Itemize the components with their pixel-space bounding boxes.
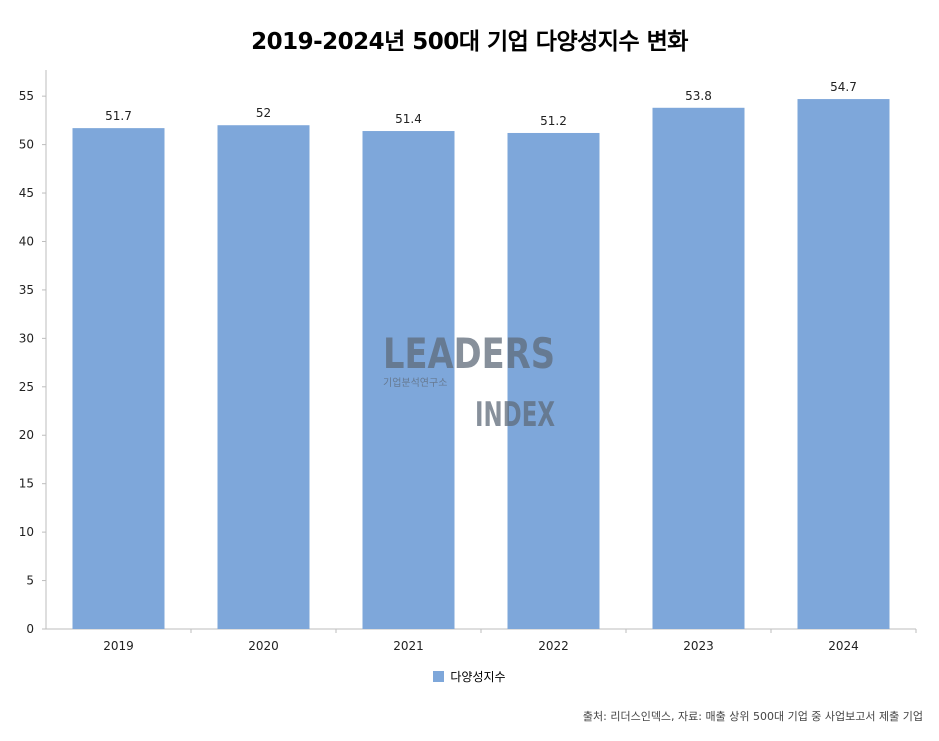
y-tick-label: 45 [19, 186, 34, 200]
y-tick-label: 35 [19, 283, 34, 297]
bar-2020 [217, 125, 310, 630]
x-tick-label-2020: 2020 [248, 639, 279, 653]
chart-title: 2019-2024년 500대 기업 다양성지수 변화 [251, 29, 688, 55]
x-tick-label-2019: 2019 [103, 639, 134, 653]
y-tick-label: 15 [19, 477, 34, 491]
x-tick-label-2022: 2022 [538, 639, 569, 653]
data-label-2023: 53.8 [685, 89, 712, 103]
legend: 다양성지수 [0, 668, 939, 685]
y-tick-label: 20 [19, 428, 34, 442]
watermark-word2: INDEX [475, 395, 555, 430]
data-label-2022: 51.2 [540, 114, 567, 128]
data-label-2019: 51.7 [105, 109, 132, 123]
y-tick-label: 55 [19, 89, 34, 103]
watermark-word1: LEADERS [383, 329, 555, 378]
y-tick-label: 50 [19, 138, 34, 152]
y-tick-label: 5 [26, 574, 34, 588]
y-tick-label: 25 [19, 380, 34, 394]
x-tick-label-2024: 2024 [828, 639, 859, 653]
x-tick-label-2023: 2023 [683, 639, 714, 653]
bar-2021 [362, 131, 455, 629]
data-label-2024: 54.7 [830, 80, 857, 94]
bar-2022 [507, 132, 600, 629]
bar-2019 [72, 128, 165, 630]
y-tick-label: 10 [19, 525, 34, 539]
legend-swatch [433, 671, 445, 682]
x-tick-label-2021: 2021 [393, 639, 424, 653]
data-label-2020: 52 [256, 106, 271, 120]
y-tick-label: 0 [26, 622, 34, 636]
y-tick-label: 40 [19, 234, 34, 248]
watermark-subtitle: 기업분석연구소 [383, 376, 447, 389]
source-note: 출처: 리더스인덱스, 자료: 매출 상위 500대 기업 중 사업보고서 제출… [582, 710, 923, 723]
data-label-2021: 51.4 [395, 112, 422, 126]
legend-label: 다양성지수 [450, 670, 506, 684]
bar-2023 [652, 107, 745, 629]
watermark-logo: LEADERS 기업분석연구소 INDEX [383, 318, 563, 435]
y-tick-label: 30 [19, 331, 34, 345]
bar-2024 [797, 99, 890, 629]
